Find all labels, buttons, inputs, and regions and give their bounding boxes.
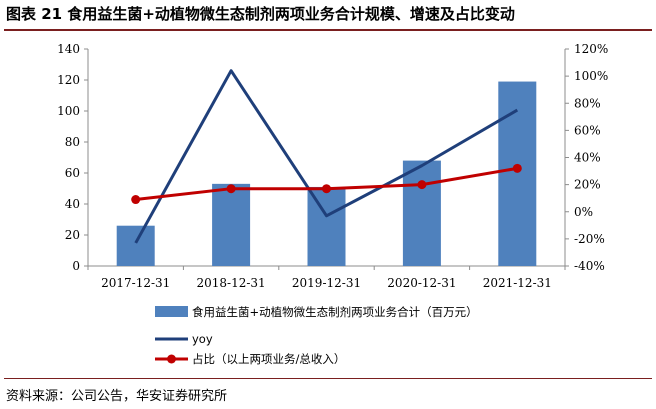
bar	[116, 225, 155, 266]
legend-label: 占比（以上两项业务/总收入）	[192, 352, 345, 366]
y-left-tick-label: 40	[65, 197, 80, 211]
y-left-tick-label: 120	[57, 73, 80, 87]
y-left-tick-label: 0	[72, 259, 80, 273]
bar	[307, 186, 346, 266]
x-tick-label: 2018-12-31	[197, 276, 266, 290]
y-left-tick-label: 60	[65, 166, 80, 180]
share-point	[512, 163, 522, 173]
y-right-tick-label: 60%	[574, 123, 601, 137]
figure-title: 图表 21 食用益生菌+动植物微生态制剂两项业务合计规模、增速及占比变动	[6, 5, 515, 23]
y-right-tick-label: 80%	[574, 96, 601, 110]
source-note: 资料来源：公司公告，华安证券研究所	[6, 389, 228, 404]
share-point	[417, 180, 427, 190]
title-divider	[4, 29, 652, 31]
legend-swatch-marker	[167, 354, 176, 364]
source-divider	[4, 378, 652, 379]
y-right-tick-label: 120%	[574, 42, 608, 56]
y-right-tick-label: 100%	[574, 69, 608, 83]
y-right-tick-label: -20%	[574, 232, 605, 246]
bar	[212, 183, 251, 266]
y-left-tick-label: 100	[57, 104, 80, 118]
legend-label: yoy	[192, 332, 213, 346]
x-tick-label: 2017-12-31	[101, 276, 170, 290]
x-tick-label: 2019-12-31	[292, 276, 361, 290]
y-left-tick-label: 140	[57, 42, 80, 56]
share-point	[322, 184, 331, 194]
y-right-tick-label: 20%	[574, 178, 601, 192]
legend-label: 食用益生菌+动植物微生态制剂两项业务合计（百万元）	[192, 305, 478, 319]
y-right-tick-label: 0%	[574, 205, 593, 219]
y-left-tick-label: 20	[65, 228, 80, 242]
bar	[498, 81, 537, 266]
legend-swatch-bar	[155, 306, 188, 317]
yoy-line	[134, 69, 519, 244]
y-right-tick-label: -40%	[574, 259, 605, 273]
bar	[402, 160, 441, 266]
y-left-tick-label: 80	[65, 135, 80, 149]
x-tick-label: 2020-12-31	[387, 276, 456, 290]
share-point	[131, 195, 141, 205]
share-point	[226, 184, 236, 194]
x-tick-label: 2021-12-31	[483, 276, 552, 290]
y-right-tick-label: 40%	[574, 151, 601, 165]
